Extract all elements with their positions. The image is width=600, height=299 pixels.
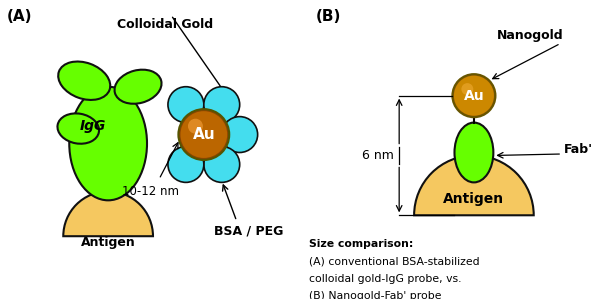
Circle shape: [168, 87, 204, 123]
Circle shape: [452, 74, 496, 117]
Circle shape: [222, 117, 257, 152]
Circle shape: [204, 87, 240, 123]
Text: 10-12 nm: 10-12 nm: [121, 185, 179, 198]
Text: (B) Nanogold-Fab' probe: (B) Nanogold-Fab' probe: [310, 291, 442, 299]
Ellipse shape: [115, 70, 161, 104]
Circle shape: [181, 111, 227, 158]
Wedge shape: [63, 191, 153, 236]
Circle shape: [461, 83, 473, 95]
Ellipse shape: [454, 123, 493, 182]
Ellipse shape: [58, 62, 110, 100]
Text: (A): (A): [7, 9, 32, 24]
Text: 6 nm: 6 nm: [362, 149, 394, 162]
Text: Fab': Fab': [563, 143, 593, 156]
Text: Antigen: Antigen: [81, 236, 136, 249]
Circle shape: [204, 147, 240, 182]
Text: Antigen: Antigen: [443, 192, 505, 206]
Text: BSA / PEG: BSA / PEG: [214, 224, 283, 237]
Circle shape: [168, 147, 204, 182]
Text: Size comparison:: Size comparison:: [310, 239, 414, 249]
Ellipse shape: [58, 113, 99, 144]
Circle shape: [178, 109, 229, 160]
Text: Nanogold: Nanogold: [497, 29, 563, 42]
Text: (B): (B): [316, 9, 341, 24]
Text: Au: Au: [193, 127, 215, 142]
Wedge shape: [414, 155, 534, 215]
Text: Colloidal Gold: Colloidal Gold: [117, 18, 213, 31]
Circle shape: [454, 76, 494, 116]
Circle shape: [188, 119, 203, 134]
Text: colloidal gold-IgG probe, vs.: colloidal gold-IgG probe, vs.: [310, 274, 462, 284]
Text: Au: Au: [464, 89, 484, 103]
Ellipse shape: [69, 87, 147, 200]
Text: IgG: IgG: [80, 119, 106, 132]
Text: (A) conventional BSA-stabilized: (A) conventional BSA-stabilized: [310, 257, 480, 266]
